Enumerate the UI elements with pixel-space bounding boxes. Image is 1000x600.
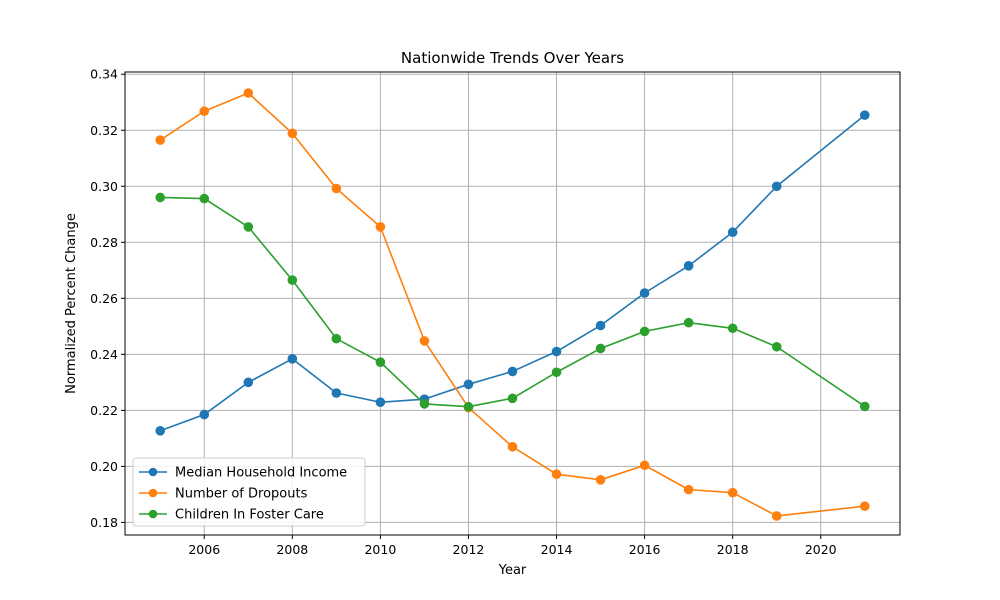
data-point-median-household-income	[859, 110, 870, 120]
y-tick-label: 0.34	[90, 67, 118, 82]
series-line-median-household-income	[159, 114, 866, 432]
data-point-number-of-dropouts	[287, 128, 298, 139]
data-point-median-household-income	[727, 227, 738, 238]
data-point-children-in-foster-care	[155, 192, 166, 203]
legend-label: Number of Dropouts	[175, 487, 308, 502]
data-point-median-household-income	[243, 377, 254, 388]
data-point-number-of-dropouts	[375, 222, 386, 232]
data-point-children-in-foster-care	[639, 326, 650, 337]
data-point-children-in-foster-care	[507, 393, 518, 404]
data-point-median-household-income	[507, 366, 518, 377]
y-tick-label: 0.18	[90, 515, 118, 530]
data-point-children-in-foster-care	[595, 343, 606, 354]
plot-frame	[124, 71, 901, 536]
data-point-children-in-foster-care	[683, 317, 694, 328]
data-point-median-household-income	[771, 181, 782, 192]
axis-ticks: 2006 2008 2010 2012 2014 2016 2018 2020 0.18 0.20…	[90, 67, 837, 557]
x-tick-label: 2020	[805, 542, 837, 557]
y-axis-label: Normalized Percent Change	[64, 213, 79, 394]
data-point-number-of-dropouts	[243, 88, 254, 98]
legend: Median Household Income Number of Dropout…	[132, 457, 366, 527]
data-point-children-in-foster-care	[771, 341, 782, 352]
series-line-number-of-dropouts	[159, 92, 865, 517]
data-point-children-in-foster-care	[331, 333, 342, 344]
data-point-median-household-income	[463, 379, 474, 390]
series-layer	[155, 88, 870, 521]
data-point-median-household-income	[155, 426, 166, 436]
data-point-children-in-foster-care	[419, 399, 430, 409]
data-point-number-of-dropouts	[639, 460, 650, 471]
x-tick-label: 2006	[188, 542, 220, 557]
legend-marker	[148, 488, 158, 498]
data-point-median-household-income	[595, 320, 606, 331]
data-point-median-household-income	[375, 397, 386, 408]
series-line-children-in-foster-care	[160, 196, 866, 408]
data-point-median-household-income	[287, 354, 298, 364]
data-point-number-of-dropouts	[551, 469, 562, 480]
data-point-median-household-income	[639, 288, 650, 298]
legend-label: Median Household Income	[175, 466, 347, 481]
data-point-number-of-dropouts	[859, 501, 870, 511]
chart-title: Nationwide Trends Over Years	[401, 49, 624, 67]
data-point-children-in-foster-care	[375, 357, 386, 367]
x-tick-label: 2014	[541, 542, 573, 557]
data-point-children-in-foster-care	[463, 401, 474, 412]
data-point-children-in-foster-care	[243, 222, 254, 232]
data-point-children-in-foster-care	[287, 275, 298, 285]
data-point-number-of-dropouts	[507, 441, 518, 452]
data-point-number-of-dropouts	[155, 135, 166, 145]
x-tick-label: 2016	[629, 542, 661, 557]
data-point-number-of-dropouts	[419, 336, 430, 346]
legend-marker	[148, 509, 158, 519]
x-tick-label: 2018	[717, 542, 749, 557]
data-point-children-in-foster-care	[859, 401, 870, 412]
y-tick-label: 0.20	[90, 459, 118, 474]
x-tick-label: 2010	[364, 542, 396, 557]
data-point-number-of-dropouts	[771, 511, 782, 521]
x-tick-label: 2012	[453, 542, 485, 557]
data-point-number-of-dropouts	[683, 484, 694, 495]
data-point-number-of-dropouts	[727, 487, 738, 498]
legend-marker	[148, 467, 158, 477]
data-point-median-household-income	[199, 409, 210, 420]
legend-box	[132, 457, 366, 527]
data-point-median-household-income	[551, 346, 562, 357]
data-point-number-of-dropouts	[331, 183, 342, 194]
legend-label: Children In Foster Care	[175, 508, 324, 523]
y-tick-label: 0.28	[90, 235, 118, 250]
data-point-children-in-foster-care	[727, 323, 738, 334]
y-tick-label: 0.32	[90, 123, 118, 138]
y-tick-label: 0.26	[90, 291, 118, 306]
y-tick-label: 0.30	[90, 179, 118, 194]
data-point-median-household-income	[331, 388, 342, 398]
y-tick-label: 0.22	[90, 403, 118, 418]
data-point-children-in-foster-care	[551, 367, 562, 378]
data-point-number-of-dropouts	[199, 106, 210, 117]
y-tick-label: 0.24	[90, 347, 118, 362]
data-point-number-of-dropouts	[595, 475, 606, 485]
data-point-children-in-foster-care	[199, 193, 210, 204]
x-axis-label: Year	[498, 563, 527, 578]
data-point-median-household-income	[683, 261, 694, 271]
x-tick-label: 2008	[276, 542, 308, 557]
